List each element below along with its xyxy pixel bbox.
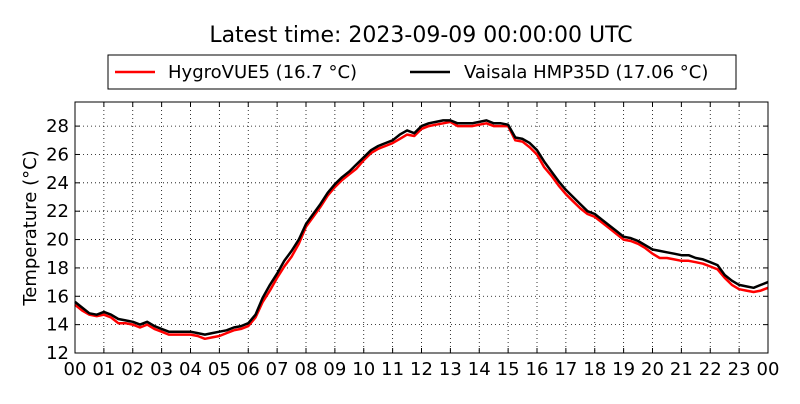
x-tick-label: 03 [150,359,173,380]
x-tick-label: 02 [121,359,144,380]
series-line-vaisala [74,119,769,336]
x-tick-label: 23 [728,359,751,380]
tick-layer: 00 01 02 03 04 05 06 07 08 09 10 11 12 13 14 15 16 17 18 19… [46,102,779,380]
x-tick-label: 00 [757,359,780,380]
y-tick-label: 24 [46,173,69,194]
x-tick-label: 15 [497,359,520,380]
x-tick-label: 01 [92,359,115,380]
x-tick-label: 04 [179,359,202,380]
legend-label-vaisala: Vaisala HMP35D (17.06 °C) [464,62,708,83]
series-line-hygrovue5 [74,120,769,341]
x-tick-label: 09 [323,359,346,380]
y-tick-label: 26 [46,144,69,165]
y-tick-label: 16 [46,286,69,307]
x-tick-label: 07 [266,359,289,380]
x-tick-label: 20 [641,359,664,380]
grid-layer [75,102,768,353]
x-tick-label: 10 [352,359,375,380]
chart-legend: HygroVUE5 (16.7 °C) Vaisala HMP35D (17.0… [107,54,737,90]
y-tick-label: 18 [46,258,69,279]
y-tick-label: 12 [46,343,69,364]
y-tick-label: 20 [46,230,69,251]
x-tick-label: 17 [554,359,577,380]
x-tick-label: 18 [583,359,606,380]
x-tick-label: 21 [670,359,693,380]
x-tick-label: 05 [208,359,231,380]
x-tick-label: 19 [612,359,635,380]
y-tick-label: 14 [46,315,69,336]
x-tick-label: 11 [381,359,404,380]
x-tick-label: 00 [64,359,87,380]
x-tick-label: 13 [439,359,462,380]
y-axis-label: Temperature (°C) [20,150,41,306]
x-tick-label: 06 [237,359,260,380]
series-layer [74,119,769,341]
chart-title: Latest time: 2023-09-09 00:00:00 UTC [209,23,632,48]
x-tick-label: 12 [410,359,433,380]
y-tick-label: 22 [46,201,69,222]
x-tick-label: 14 [468,359,491,380]
x-tick-label: 22 [699,359,722,380]
legend-label-hygrovue5: HygroVUE5 (16.7 °C) [168,62,357,83]
x-tick-label: 08 [295,359,318,380]
plot-area-frame [74,101,769,354]
y-tick-label: 28 [46,116,69,137]
x-tick-label: 16 [526,359,549,380]
